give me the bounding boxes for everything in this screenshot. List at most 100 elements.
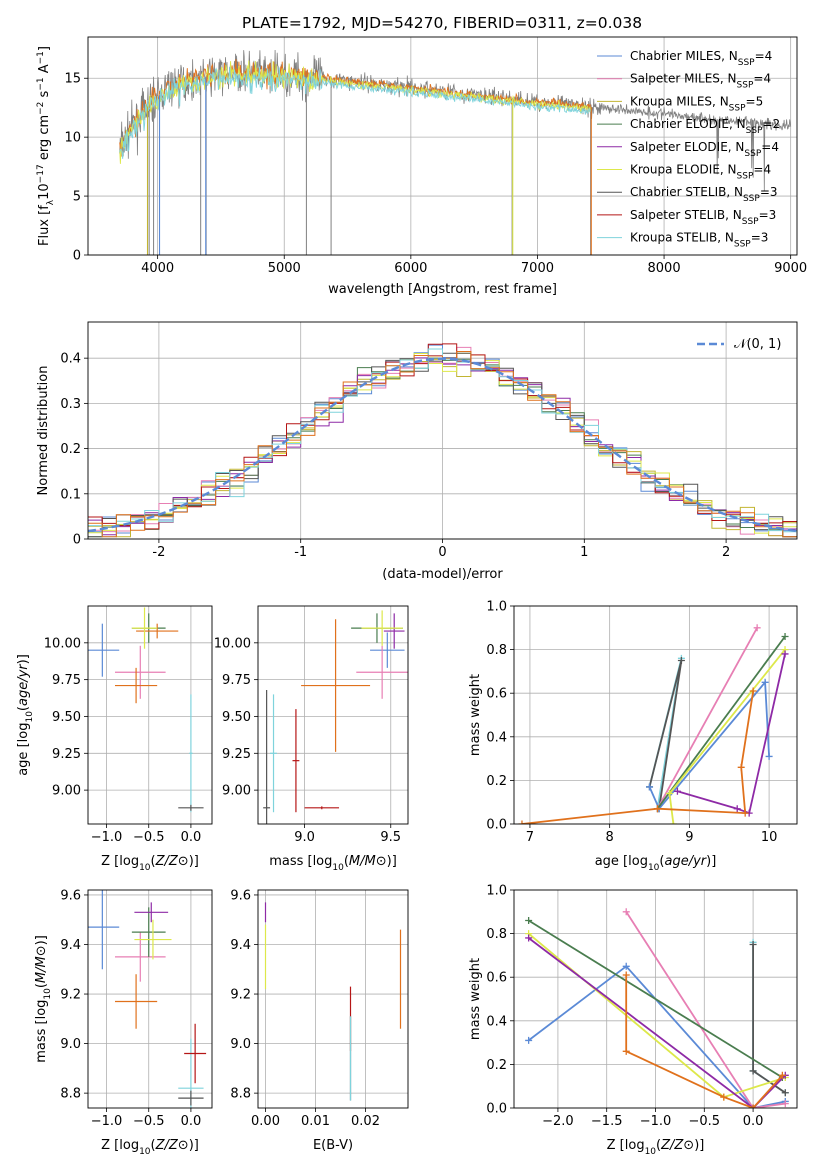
x-tick-label: 8: [606, 830, 614, 845]
y-tick-label: 0.2: [486, 1058, 507, 1073]
weight-line: [752, 944, 786, 1094]
age_vs_mass-plot: [263, 610, 408, 824]
grid: [88, 606, 212, 824]
histogram-step: [88, 343, 797, 530]
weight-marker: [781, 1100, 789, 1108]
mass_vs_Z-plot: [88, 890, 207, 1108]
weight_vs_Z-plot: [525, 908, 789, 1108]
x-axis-label: wavelength [Angstrom, rest frame]: [328, 282, 557, 297]
x-tick-label: 7000: [521, 261, 554, 276]
mass_vs_ebv-panel: 0.00 0.01 0.02 8.8 9.0 9.2 9.4 9.6 E(B-V): [230, 888, 409, 1153]
legend-label: Salpeter ELODIE, NSSP=4: [630, 140, 779, 159]
weight-marker: [720, 1093, 728, 1101]
figure-title: PLATE=1792, MJD=54270, FIBERID=0311, z=0…: [242, 14, 642, 32]
y-tick-label: 0: [73, 533, 81, 548]
y-tick-label: 0.1: [60, 487, 81, 502]
y-tick-label: 9.25: [222, 747, 251, 762]
y-tick-label: 9.2: [230, 988, 251, 1003]
y-tick-label: 9.50: [52, 710, 81, 725]
y-tick-label: 1.0: [486, 884, 507, 899]
y-axis-label: mass [log10(M/M⊙)]: [34, 935, 53, 1063]
y-tick-label: 9.00: [222, 784, 251, 799]
weight-marker: [781, 633, 789, 641]
weight-marker: [765, 752, 773, 760]
x-axis-label: Z [log10(Z/Z⊙)]: [101, 854, 199, 873]
y-tick-label: 0.4: [486, 1014, 507, 1029]
y-tick-label: 9.0: [230, 1037, 251, 1052]
x-axis-label: mass [log10(M/M⊙)]: [269, 854, 397, 873]
x-tick-label: 9.0: [294, 830, 315, 845]
axes-frame: [87, 889, 213, 1109]
axes-frame: [513, 605, 798, 825]
legend-label: Salpeter STELIB, NSSP=3: [630, 208, 776, 227]
mass_vs_ebv-plot: [264, 902, 402, 1101]
x-tick-label: −2.0: [542, 1114, 574, 1129]
x-axis-label: Z [log10(Z/Z⊙)]: [607, 1138, 705, 1157]
y-tick-label: 0.3: [60, 397, 81, 412]
y-tick-label: 9.6: [230, 888, 251, 903]
weight-marker: [781, 1089, 789, 1097]
x-tick-label: 7: [526, 830, 534, 845]
legend-label: Chabrier MILES, NSSP=4: [630, 49, 772, 68]
model-spectrum: [119, 66, 592, 159]
y-tick-label: 0.8: [486, 927, 507, 942]
y-tick-label: 0.6: [486, 687, 507, 702]
spectrum-plot: [119, 49, 792, 255]
y-tick-label: 9.25: [52, 747, 81, 762]
x-axis-label: age [log10(age/yr)]: [595, 854, 717, 873]
age_vs_Z-plot: [88, 607, 204, 813]
y-tick-label: 8.8: [230, 1087, 251, 1102]
weight-line: [625, 911, 786, 1108]
y-tick-label: 0.0: [486, 1102, 507, 1117]
weight-marker: [737, 763, 745, 771]
x-tick-label: −0.5: [133, 1114, 165, 1129]
weight-line: [656, 635, 786, 810]
legend-label: Chabrier ELODIE, NSSP=2: [630, 117, 780, 136]
y-tick-label: 8.8: [60, 1087, 81, 1102]
y-tick-label: 9.50: [222, 710, 251, 725]
x-tick-label: 4000: [141, 261, 174, 276]
y-tick-label: 10.00: [44, 636, 81, 651]
legend-label: Salpeter MILES, NSSP=4: [630, 72, 771, 91]
x-tick-label: −0.5: [133, 830, 165, 845]
y-tick-label: 0: [73, 249, 81, 264]
weight-marker: [741, 809, 749, 817]
y-tick-label: 0.2: [60, 442, 81, 457]
x-tick-label: 0.01: [301, 1114, 330, 1129]
weight-marker: [525, 934, 533, 942]
legend-label: Chabrier STELIB, NSSP=3: [630, 185, 778, 204]
y-tick-label: 9.75: [52, 673, 81, 688]
y-tick-label: 0.6: [486, 971, 507, 986]
model-spectrum: [119, 60, 592, 164]
x-tick-label: 0.0: [181, 830, 202, 845]
legend-label: Kroupa ELODIE, NSSP=4: [630, 163, 771, 182]
y-tick-label: 9.2: [60, 988, 81, 1003]
axes-frame: [513, 889, 798, 1109]
weight-marker: [749, 1067, 757, 1075]
x-tick-label: 0: [438, 545, 446, 560]
y-tick-label: 9.6: [60, 888, 81, 903]
axes-frame: [257, 889, 409, 1109]
y-tick-label: 9.00: [52, 784, 81, 799]
x-tick-label: −1.0: [91, 830, 123, 845]
weight_vs_Z-panel: −2.0 −1.5 −1.0 −0.5 0.0 0.0 0.2 0.4 0.6 0.8 1.0 Z […: [468, 884, 798, 1157]
grid: [88, 890, 212, 1108]
age_vs_mass-panel: 9.0 9.5 9.00 9.25 9.50 9.75 10.00 mass [log10(M…: [214, 605, 409, 873]
y-tick-label: 10: [64, 131, 81, 146]
age_vs_Z-panel: −1.0 −0.5 0.0 9.00 9.25 9.50 9.75 10.00 Z [log10…: [16, 605, 213, 873]
y-tick-label: 10.00: [214, 636, 251, 651]
weight-marker: [665, 789, 673, 797]
weight-marker: [753, 624, 761, 632]
weight-marker: [781, 650, 789, 658]
axes-frame: [87, 605, 213, 825]
axes-frame: [87, 36, 798, 256]
weight-marker: [622, 1047, 630, 1055]
weight-marker: [749, 1104, 757, 1108]
x-tick-label: 0.0: [181, 1114, 202, 1129]
weight-marker: [733, 805, 741, 813]
y-axis-label: Flux [fλ10−17 erg cm−2 s−1 A−1]: [36, 46, 56, 246]
x-tick-label: -2: [152, 545, 165, 560]
weight-marker: [518, 820, 526, 824]
weight-line: [528, 965, 786, 1108]
